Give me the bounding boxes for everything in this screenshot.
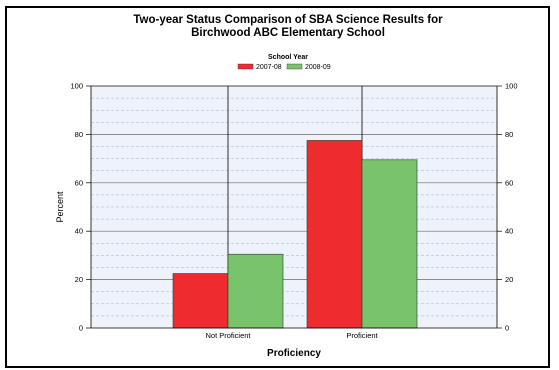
bar-2007-08-not-proficient <box>172 273 229 329</box>
legend-title: School Year <box>268 54 308 61</box>
legend-label-2007-08: 2007-08 <box>256 64 282 71</box>
chart-title-line2: Birchwood ABC Elementary School <box>191 27 385 39</box>
plot-area: Not Proficient Proficient 0 0 20 20 40 40 60 60 80… <box>70 82 517 341</box>
legend: 2007-08 2008-09 <box>237 63 331 71</box>
legend-label-2008-09: 2008-09 <box>305 64 331 71</box>
legend-swatch-2007-08 <box>237 63 254 70</box>
legend-swatch-2008-09 <box>286 63 303 70</box>
bar-2008-09-proficient <box>361 159 418 329</box>
y-tick-label-right: 60 <box>505 178 513 187</box>
y-tick-label-left: 80 <box>75 130 83 139</box>
y-tick-label-left: 40 <box>75 227 83 236</box>
y-tick-label-right: 80 <box>505 130 513 139</box>
chart-title-line1: Two-year Status Comparison of SBA Scienc… <box>133 14 443 26</box>
y-tick-label-right: 40 <box>505 227 513 236</box>
y-tick-label-right: 0 <box>505 324 509 333</box>
x-tick-label: Not Proficient <box>205 331 251 340</box>
bar-2007-08-proficient <box>306 140 363 329</box>
y-tick-label-right: 20 <box>505 275 513 284</box>
y-tick-label-left: 60 <box>75 178 83 187</box>
y-tick-label-left: 0 <box>79 324 83 333</box>
x-tick-label: Proficient <box>346 331 378 340</box>
y-tick-label-right: 100 <box>505 82 518 91</box>
x-axis-title: Proficiency <box>267 348 321 359</box>
y-axis-title: Percent <box>55 191 65 223</box>
bar-2008-09-not-proficient <box>227 253 284 329</box>
y-tick-label-left: 100 <box>70 82 83 91</box>
y-tick-label-left: 20 <box>75 275 83 284</box>
